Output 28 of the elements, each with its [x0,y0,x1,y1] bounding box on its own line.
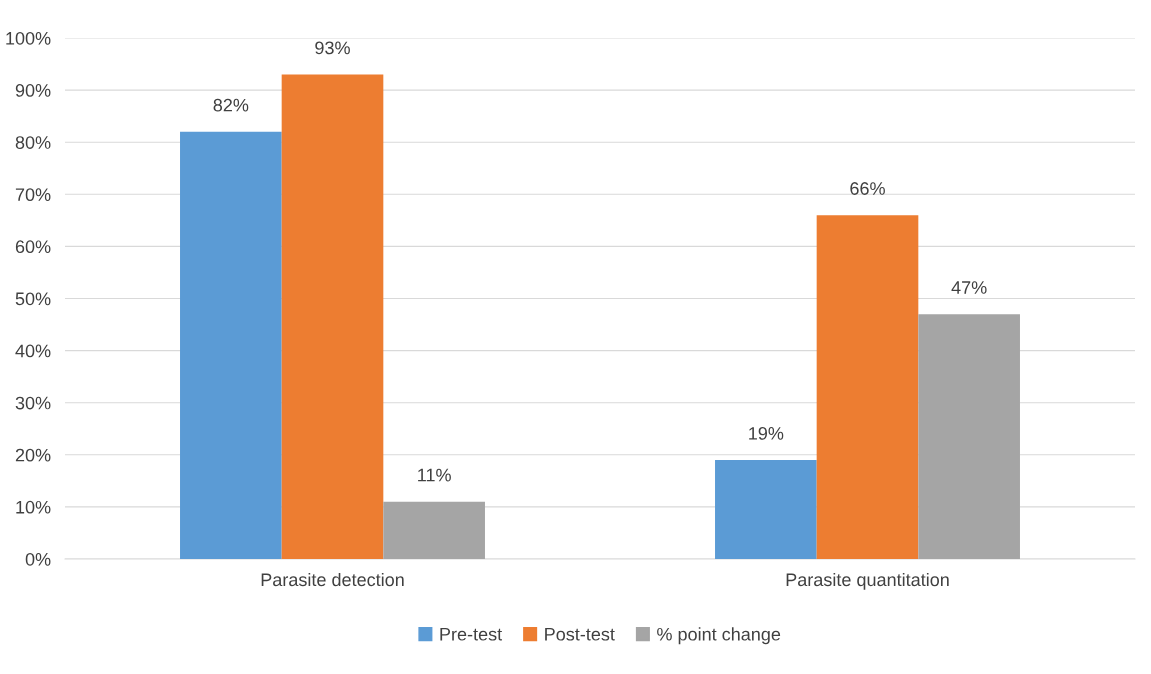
y-tick-label: 60% [15,240,51,254]
bar [180,131,282,559]
data-label: 11% [418,468,451,482]
bar [383,501,485,559]
data-label: 66% [850,182,885,195]
y-tick-label: 0% [25,552,51,566]
y-tick-label: 50% [15,292,51,306]
data-label: 82% [213,98,249,112]
legend-label: % point change [657,627,781,645]
legend-label: Post-test [545,628,615,641]
y-tick-label: 80% [15,136,51,149]
bar [281,74,384,559]
y-tick-label: 100% [6,31,51,45]
bar [816,215,919,559]
y-tick-label: 30% [15,396,51,410]
legend-label: Pre-test [440,628,503,641]
y-tick-label: 40% [15,344,51,358]
y-tick-label: 90% [15,84,51,97]
data-label: 93% [315,41,350,55]
bar [715,460,817,559]
x-tick-label: Parasite quantitation [786,572,949,590]
y-tick-label: 10% [16,500,51,514]
y-tick-label: 20% [15,448,51,462]
y-tick-label: 70% [15,188,51,202]
data-label: 19% [749,426,784,440]
x-tick-label: Parasite detection [261,572,404,587]
bar [918,314,1020,559]
data-label: 47% [951,281,987,294]
